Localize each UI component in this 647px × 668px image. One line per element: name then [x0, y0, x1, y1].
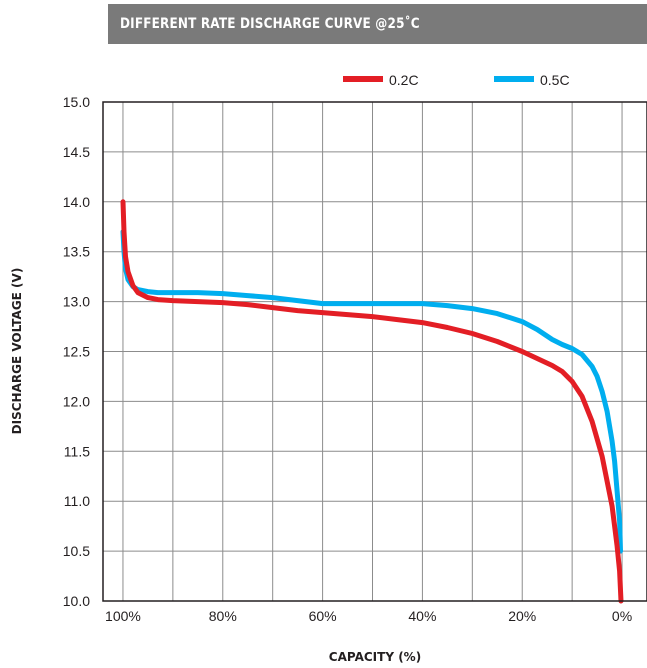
- chart-title: Different rate discharge curve @25˚C: [120, 16, 420, 32]
- y-tick-label: 14.5: [63, 144, 90, 160]
- legend-label-0.2C: 0.2C: [389, 72, 419, 88]
- legend-swatch-0.2C: [343, 76, 383, 82]
- y-axis-title: DISCHARGE VOLTAGE (V): [10, 268, 24, 435]
- x-tick-label: 60%: [309, 608, 337, 624]
- x-tick-label: 100%: [105, 608, 141, 624]
- y-tick-label: 10.5: [63, 543, 90, 559]
- y-tick-label: 12.0: [63, 393, 90, 409]
- x-tick-label: 0%: [612, 608, 632, 624]
- y-tick-labels: 10.0 10.5 11.0 11.5 12.0 12.5 13.0 13.5 14.0 14.5…: [63, 94, 90, 609]
- x-axis-title: CAPACITY (%): [329, 650, 421, 664]
- series-line-0.2C: [120, 199, 624, 604]
- x-tick-label: 40%: [408, 608, 436, 624]
- plot-frame: [102, 101, 647, 602]
- x-tick-label: 80%: [209, 608, 237, 624]
- y-tick-label: 11.0: [64, 493, 90, 509]
- series-line-0.5C: [120, 229, 623, 554]
- x-tick-label: 20%: [508, 608, 536, 624]
- y-tick-label: 14.0: [63, 194, 90, 210]
- legend: 0.2C 0.5C: [343, 72, 570, 88]
- legend-label-0.5C: 0.5C: [540, 72, 570, 88]
- y-tick-label: 13.5: [63, 244, 90, 260]
- y-tick-label: 12.5: [63, 344, 90, 360]
- x-tick-labels: 100% 80% 60% 40% 20% 0%: [105, 608, 632, 624]
- y-tick-label: 10.0: [63, 593, 90, 609]
- series-lines: [120, 199, 624, 604]
- y-tick-label: 11.5: [64, 443, 90, 459]
- y-tick-label: 15.0: [63, 94, 90, 110]
- y-tick-label: 13.0: [63, 294, 90, 310]
- legend-swatch-0.5C: [494, 76, 534, 82]
- grid: [103, 101, 647, 602]
- chart-title-bar: Different rate discharge curve @25˚C: [108, 4, 647, 44]
